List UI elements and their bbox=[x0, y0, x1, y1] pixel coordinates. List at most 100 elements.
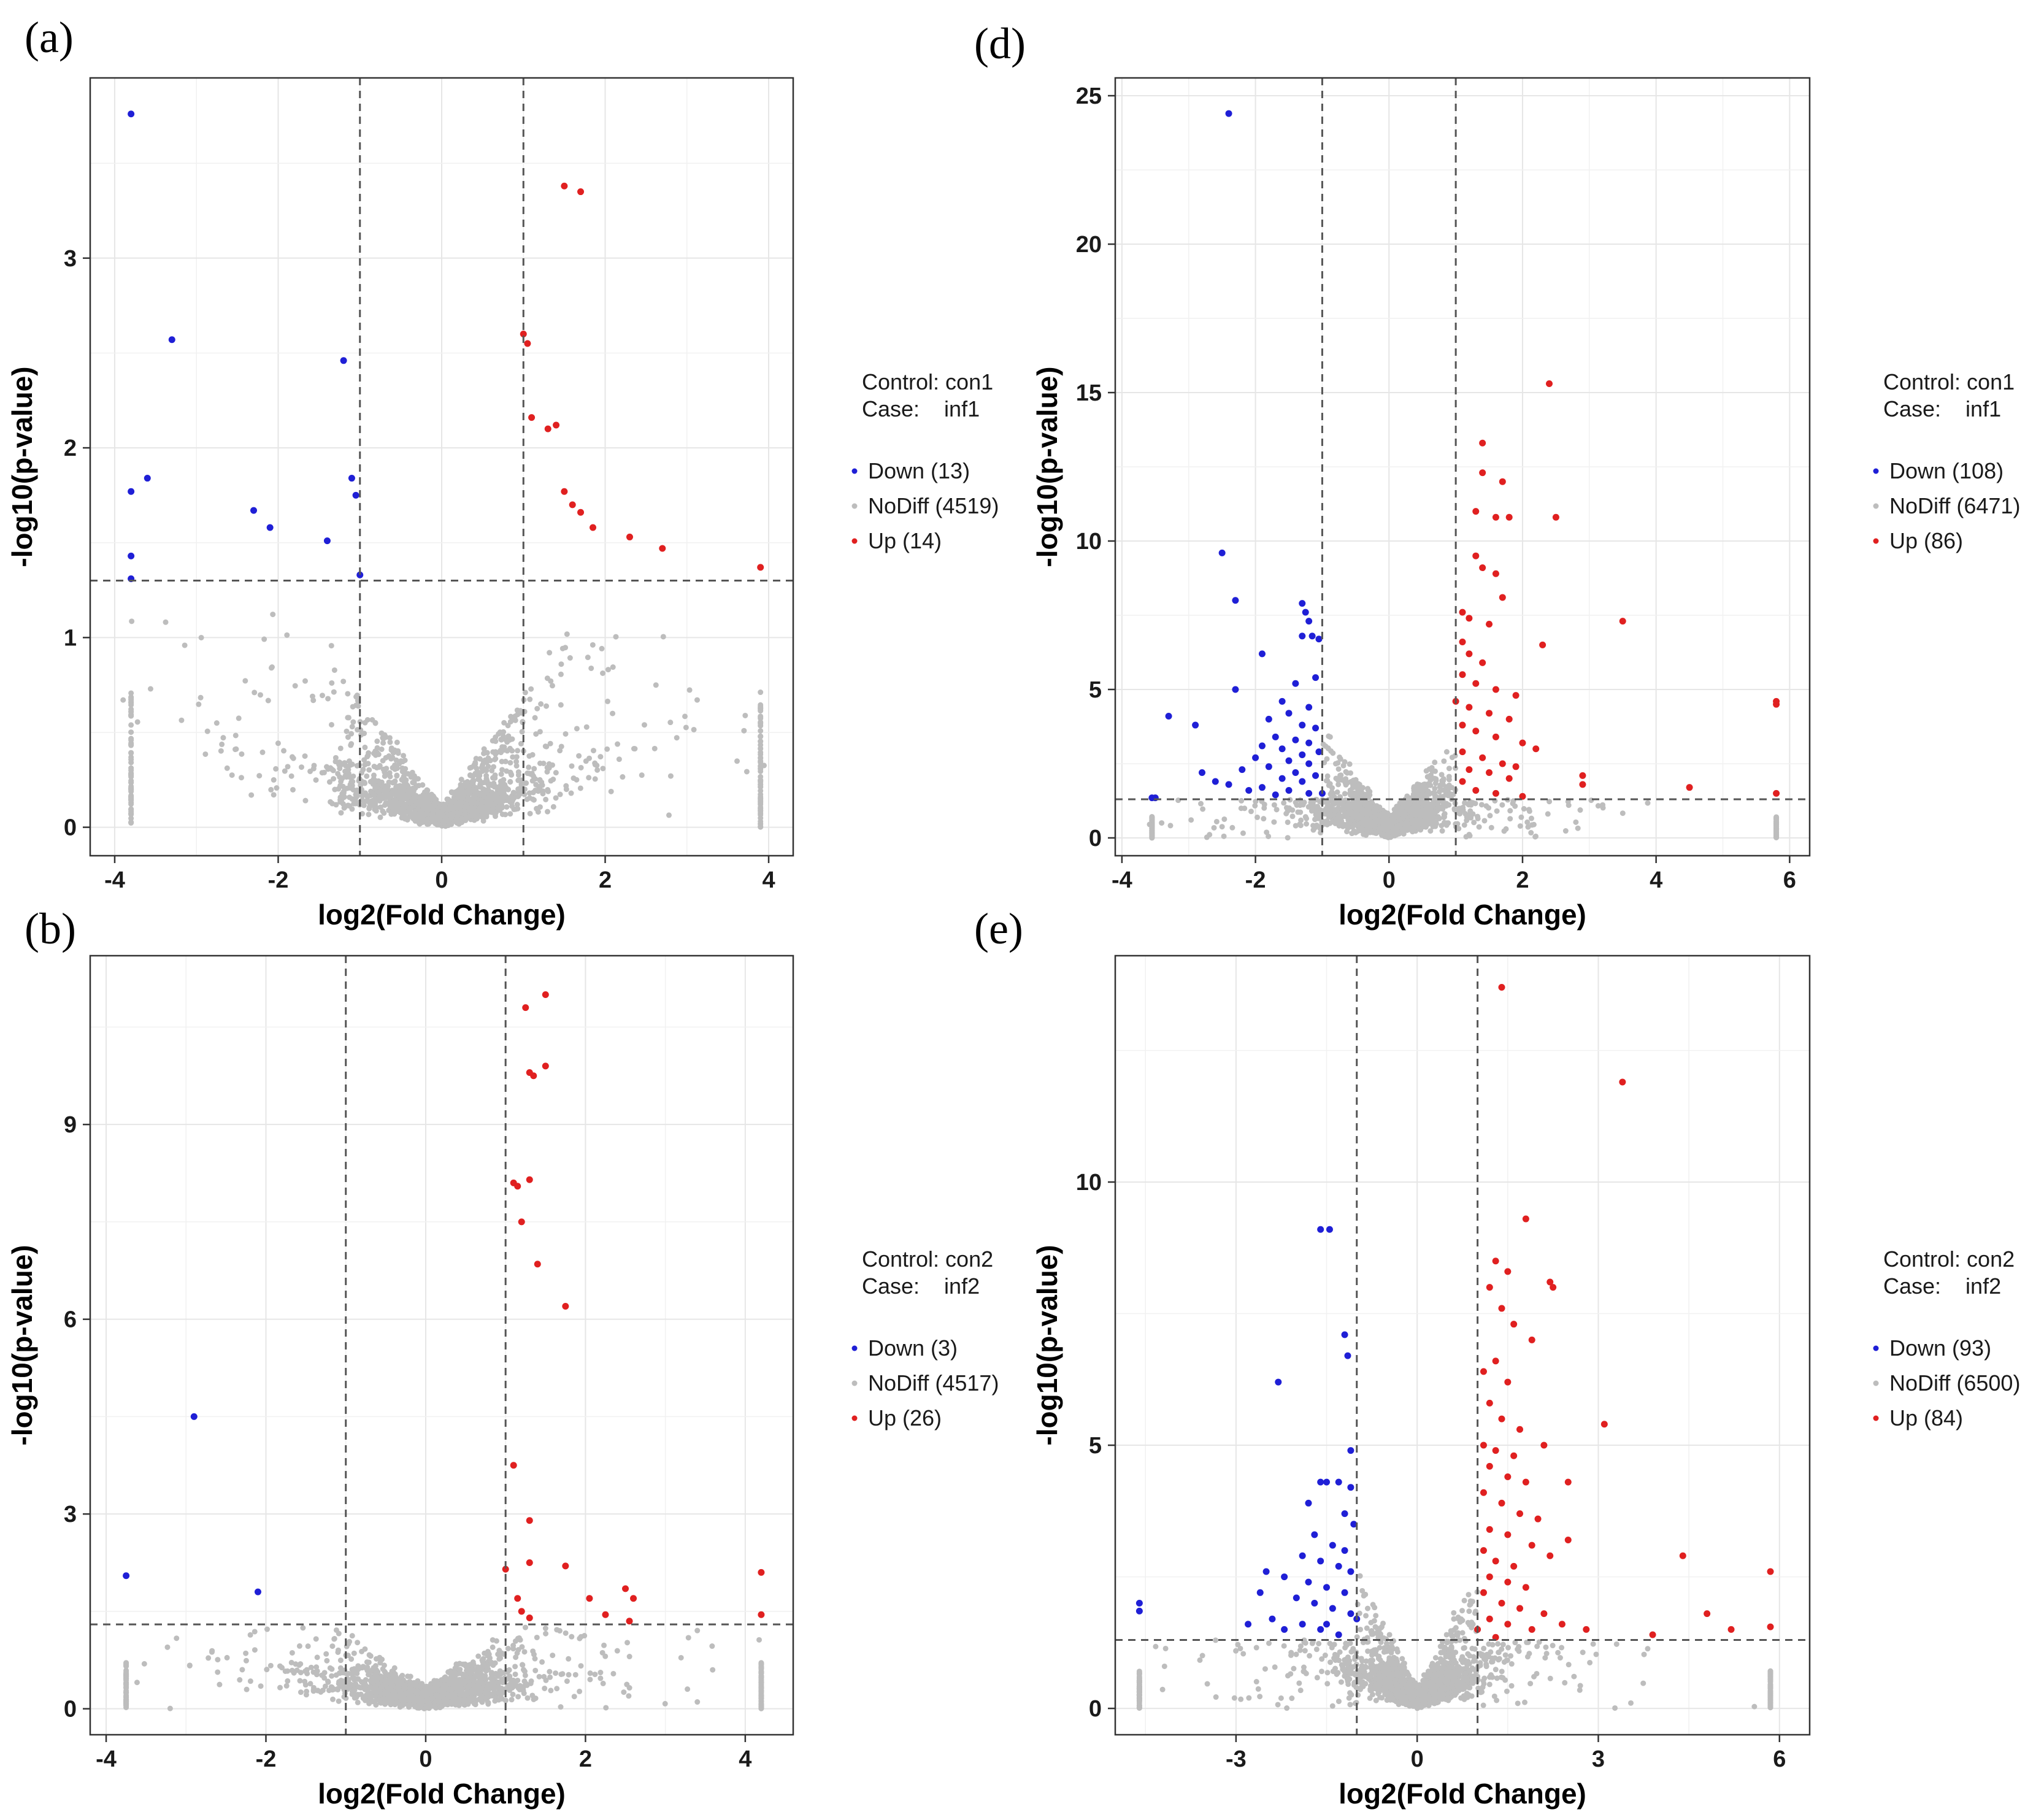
nodiff-point bbox=[586, 775, 592, 781]
nodiff-point bbox=[479, 1664, 485, 1670]
nodiff-point bbox=[455, 819, 461, 825]
nodiff-point bbox=[204, 728, 210, 734]
legend-key bbox=[851, 1345, 858, 1351]
nodiff-point bbox=[499, 767, 505, 773]
nodiff-point bbox=[1334, 789, 1340, 795]
nodiff-point bbox=[345, 715, 351, 721]
nodiff-point bbox=[364, 797, 371, 804]
nodiff-point bbox=[134, 1680, 140, 1686]
y-axis-title: -log10(p-value) bbox=[6, 366, 38, 567]
nodiff-point bbox=[239, 751, 245, 757]
nodiff-point bbox=[450, 1699, 456, 1705]
nodiff-point bbox=[563, 731, 569, 737]
nodiff-point bbox=[437, 1688, 443, 1694]
nodiff-point bbox=[484, 750, 490, 756]
up-point bbox=[534, 1261, 541, 1268]
nodiff-point bbox=[481, 1675, 487, 1681]
nodiff-point bbox=[248, 792, 255, 798]
nodiff-point bbox=[577, 1635, 583, 1641]
nodiff-point bbox=[1476, 824, 1482, 830]
nodiff-point bbox=[639, 772, 645, 778]
nodiff-point bbox=[498, 750, 504, 756]
nodiff-point bbox=[401, 1700, 407, 1706]
nodiff-point bbox=[353, 788, 359, 794]
nodiff-point bbox=[424, 1703, 430, 1709]
nodiff-point bbox=[304, 1670, 310, 1676]
nodiff-point bbox=[488, 1659, 494, 1665]
nodiff-point bbox=[1562, 828, 1569, 834]
nodiff-point bbox=[756, 1637, 763, 1643]
nodiff-point bbox=[1441, 758, 1447, 764]
y-tick-label: 0 bbox=[64, 1697, 77, 1722]
nodiff-point bbox=[319, 693, 325, 699]
nodiff-point bbox=[383, 766, 390, 772]
nodiff-point bbox=[243, 1657, 249, 1664]
nodiff-point bbox=[505, 723, 511, 729]
nodiff-point bbox=[477, 1673, 483, 1679]
nodiff-point bbox=[493, 1670, 499, 1676]
nodiff-point bbox=[569, 763, 575, 769]
nodiff-point bbox=[375, 1675, 382, 1681]
nodiff-point bbox=[341, 805, 347, 811]
nodiff-point bbox=[631, 746, 637, 752]
up-point bbox=[528, 414, 536, 421]
nodiff-point bbox=[1340, 823, 1346, 829]
nodiff-point bbox=[547, 1668, 553, 1675]
nodiff-point bbox=[479, 814, 485, 820]
nodiff-point bbox=[471, 1689, 477, 1695]
nodiff-point bbox=[388, 1676, 394, 1683]
nodiff-point bbox=[616, 756, 622, 762]
nodiff-point bbox=[244, 1686, 250, 1692]
nodiff-point bbox=[1619, 810, 1626, 816]
nodiff-point bbox=[519, 729, 525, 735]
nodiff-point bbox=[531, 766, 537, 772]
nodiff-point bbox=[128, 694, 134, 701]
nodiff-point bbox=[532, 1656, 538, 1662]
nodiff-point bbox=[453, 1685, 459, 1691]
nodiff-point bbox=[285, 1668, 291, 1674]
nodiff-point bbox=[653, 682, 659, 688]
nodiff-point bbox=[273, 766, 279, 772]
x-tick-label: -4 bbox=[104, 867, 125, 893]
nodiff-point bbox=[758, 734, 764, 740]
nodiff-point bbox=[420, 804, 426, 810]
nodiff-point bbox=[338, 810, 344, 816]
nodiff-point bbox=[337, 745, 344, 751]
nodiff-point bbox=[506, 1667, 512, 1673]
nodiff-point bbox=[399, 1681, 405, 1687]
nodiff-point bbox=[1453, 821, 1459, 827]
points-layer bbox=[123, 991, 765, 1711]
nodiff-point bbox=[407, 1702, 413, 1708]
nodiff-point bbox=[537, 729, 543, 735]
nodiff-point bbox=[325, 1679, 331, 1685]
nodiff-point bbox=[594, 762, 600, 769]
y-axis-title: -log10(p-value) bbox=[6, 1245, 38, 1445]
nodiff-point bbox=[512, 717, 518, 723]
nodiff-point bbox=[340, 789, 347, 795]
nodiff-point bbox=[232, 732, 239, 739]
nodiff-point bbox=[515, 712, 521, 718]
nodiff-point bbox=[515, 772, 521, 778]
nodiff-point bbox=[682, 713, 688, 720]
nodiff-point bbox=[407, 1673, 413, 1680]
nodiff-point bbox=[454, 813, 460, 820]
nodiff-point bbox=[499, 811, 505, 817]
down-point bbox=[128, 552, 135, 559]
nodiff-point bbox=[578, 764, 584, 770]
nodiff-point bbox=[349, 724, 355, 730]
nodiff-point bbox=[247, 1678, 253, 1684]
nodiff-point bbox=[592, 776, 598, 782]
nodiff-point bbox=[1595, 803, 1601, 809]
nodiff-point bbox=[445, 807, 451, 813]
nodiff-point bbox=[1440, 776, 1447, 782]
nodiff-point bbox=[515, 1646, 521, 1653]
nodiff-point bbox=[758, 708, 764, 714]
nodiff-point bbox=[213, 720, 220, 726]
down-points bbox=[123, 1413, 261, 1595]
nodiff-point bbox=[409, 1683, 415, 1689]
nodiff-point bbox=[268, 786, 274, 793]
plot-frame bbox=[89, 954, 794, 1736]
nodiff-point bbox=[474, 801, 480, 807]
nodiff-point bbox=[431, 795, 437, 801]
nodiff-point bbox=[541, 1673, 547, 1680]
